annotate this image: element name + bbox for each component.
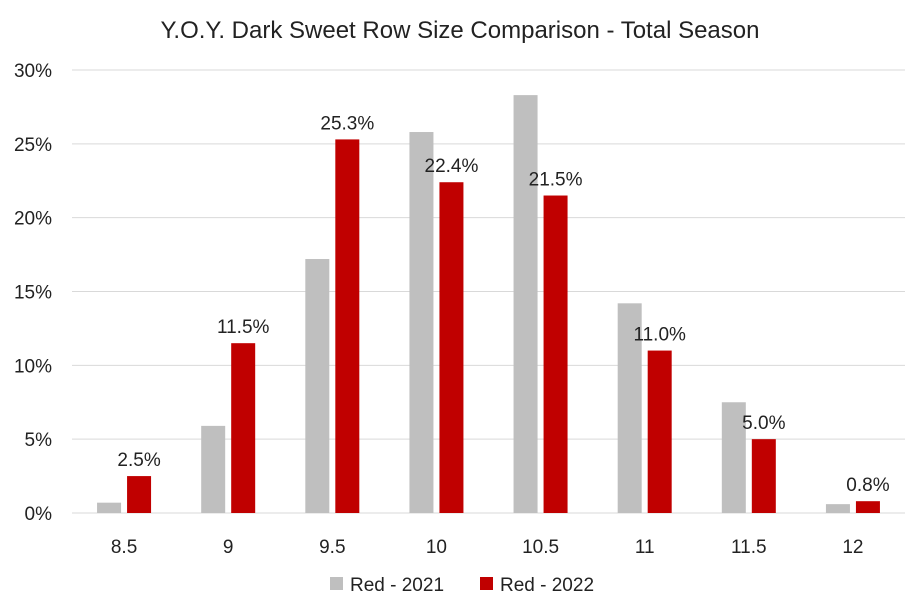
y-tick-label: 10% [14,356,52,377]
bar-red-2022-10.5 [543,195,568,513]
x-tick-label: 9 [223,537,234,558]
y-tick-label: 25% [14,135,52,156]
y-tick-label: 0% [25,504,53,525]
legend-label[interactable]: Red - 2022 [500,575,594,596]
legend-label[interactable]: Red - 2021 [350,575,444,596]
legend[interactable]: Red - 2021 Red - 2022 [330,575,594,596]
bar-red-2021-12 [825,504,850,513]
x-tick-label: 10 [426,537,447,558]
bar-red-2021-11 [617,303,642,513]
legend-swatch [330,577,343,590]
data-label: 2.5% [117,450,160,471]
data-labels: 2.5% 11.5% 25.3% 22.4% 21.5% 11.0% 5.0% 0.8% [117,113,889,496]
y-axis-ticks: 0% 5% 10% 15% 20% 25% 30% [14,61,52,525]
y-tick-label: 30% [14,61,52,82]
x-tick-label: 11 [635,537,655,558]
y-tick-label: 15% [14,283,52,304]
data-label: 5.0% [742,413,785,434]
data-label: 11.5% [217,317,270,338]
data-label: 11.0% [633,325,686,346]
gridlines [72,69,905,514]
x-tick-label: 8.5 [111,537,137,558]
bar-red-2021-9.5 [305,259,330,513]
bar-red-2022-11 [647,350,672,513]
bar-red-2021-9 [201,425,226,513]
bar-red-2021-10.5 [513,95,538,513]
bar-red-2022-8.5 [127,476,152,513]
bar-red-2022-9.5 [335,139,360,514]
data-label: 22.4% [425,156,479,177]
x-tick-label: 12 [842,537,863,558]
bar-red-2022-11.5 [751,439,776,513]
data-label: 0.8% [846,475,889,496]
y-tick-label: 5% [25,430,53,451]
data-label: 25.3% [320,113,374,134]
bar-red-2022-10 [439,182,464,513]
data-label: 21.5% [529,170,583,191]
bar-red-2021-8.5 [97,502,122,513]
bar-red-2022-9 [231,343,256,513]
x-tick-label: 9.5 [319,537,345,558]
bar-red-2021-10 [409,132,434,513]
bar-red-2022-12 [855,501,880,513]
x-tick-label: 11.5 [731,537,767,558]
bars [97,95,880,514]
legend-swatch [480,577,493,590]
x-tick-label: 10.5 [522,537,559,558]
y-tick-label: 20% [14,209,52,230]
bar-red-2021-11.5 [721,402,746,513]
chart-title: Y.O.Y. Dark Sweet Row Size Comparison - … [161,17,760,44]
x-axis-ticks: 8.5 9 9.5 10 10.5 11 11.5 12 [111,537,864,558]
